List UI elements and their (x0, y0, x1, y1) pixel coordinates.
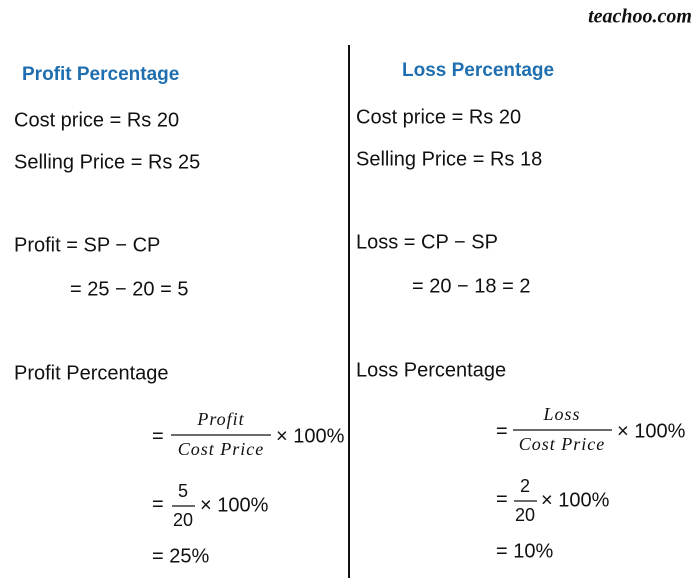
line: Cost price = Rs 20 (356, 106, 521, 128)
numerator: Loss (542, 404, 580, 424)
prefix: = (152, 425, 164, 447)
denominator: Cost Price (519, 434, 606, 454)
denominator: 20 (515, 505, 535, 525)
line: = 20 − 18 = 2 (412, 275, 530, 297)
denominator: 20 (173, 510, 193, 530)
line: Profit = SP − CP (14, 234, 160, 256)
result: = 10% (496, 540, 553, 562)
line: Loss = CP − SP (356, 231, 498, 253)
prefix: = (496, 488, 508, 510)
line: Cost price = Rs 20 (14, 109, 179, 131)
prefix: = (496, 420, 508, 442)
heading: Profit Percentage (22, 64, 179, 85)
suffix: × 100% (541, 489, 610, 511)
line: Selling Price = Rs 25 (14, 151, 200, 173)
line: = 25 − 20 = 5 (70, 278, 188, 300)
line: Profit Percentage (14, 362, 169, 384)
denominator: Cost Price (178, 439, 265, 459)
numerator: 2 (520, 476, 530, 496)
suffix: × 100% (617, 420, 686, 442)
line: Loss Percentage (356, 359, 506, 381)
result: = 25% (152, 545, 209, 567)
brand: teachoo.com (588, 6, 692, 28)
suffix: × 100% (200, 494, 269, 516)
heading: Loss Percentage (402, 60, 554, 81)
line: Selling Price = Rs 18 (356, 148, 542, 170)
prefix: = (152, 493, 164, 515)
numerator: Profit (196, 409, 244, 429)
suffix: × 100% (276, 425, 345, 447)
numerator: 5 (178, 481, 188, 501)
